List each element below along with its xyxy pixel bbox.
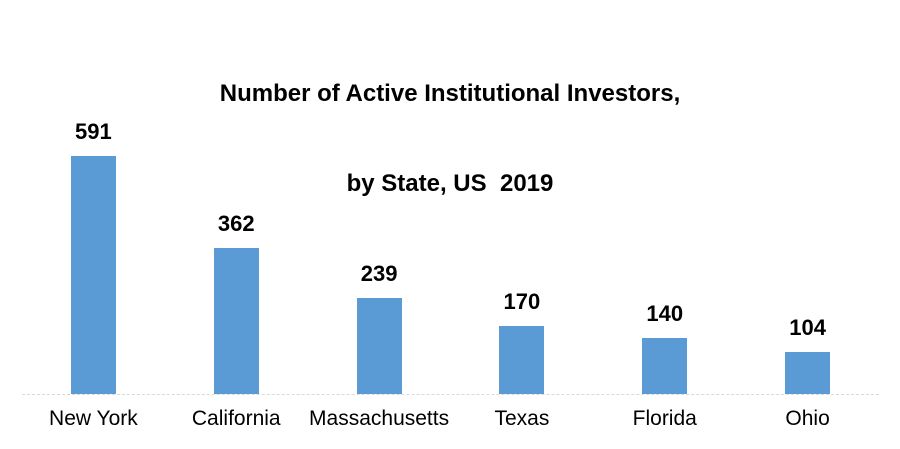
- category-label: Texas: [494, 407, 550, 430]
- chart-title-line-2: by State, US 2019: [346, 170, 554, 197]
- bar: [213, 248, 259, 394]
- category-label: California: [191, 407, 281, 430]
- bar: [785, 352, 831, 394]
- category-label: Florida: [632, 407, 697, 430]
- category-label: Ohio: [785, 407, 830, 430]
- x-axis-line: [22, 394, 879, 395]
- bar: [499, 326, 545, 394]
- category-label: Massachusetts: [309, 407, 450, 430]
- bar-value-label: 140: [646, 301, 684, 326]
- bar: [642, 338, 688, 394]
- chart-title-line-1: Number of Active Institutional Investors…: [219, 80, 681, 107]
- bar-value-label: 362: [217, 211, 255, 236]
- chart-title: Number of Active Institutional Investors…: [0, 19, 900, 259]
- category-label: New York: [49, 407, 138, 430]
- bar: [70, 156, 116, 394]
- bar-value-label: 591: [75, 119, 112, 144]
- bar-value-label: 170: [503, 289, 541, 314]
- bar-value-label: 104: [789, 315, 826, 340]
- bar: [356, 298, 402, 394]
- bar-value-label: 239: [360, 261, 398, 286]
